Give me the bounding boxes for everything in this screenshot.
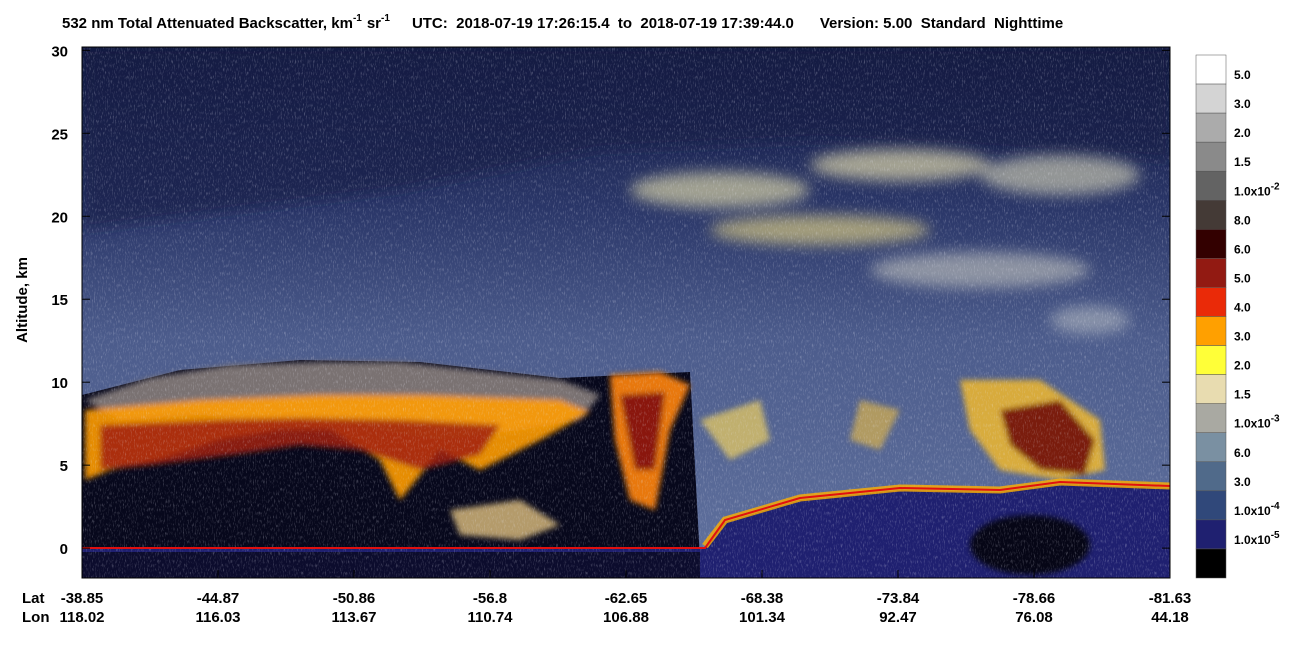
colorbar-label: 5.0	[1234, 68, 1251, 82]
colorbar-label: 4.0	[1234, 301, 1251, 315]
curtain	[82, 47, 1170, 578]
lat-tick-label: -68.38	[741, 590, 784, 607]
colorbar-mantissa: 2.0	[1234, 126, 1251, 140]
lon-tick-label: 44.18	[1151, 609, 1189, 626]
colorbar-label: 2.0	[1234, 359, 1251, 373]
lon-tick-label: 92.47	[879, 609, 917, 626]
y-tick-label: 20	[51, 209, 68, 226]
colorbar-swatch	[1195, 141, 1227, 172]
colorbar-label: 1.0x10-4	[1234, 501, 1280, 518]
colorbar-label: 1.5	[1234, 155, 1251, 169]
colorbar-label: 3.0	[1234, 97, 1251, 111]
title-utc: UTC: 2018-07-19 17:26:15.4 to 2018-07-19…	[412, 15, 794, 32]
colorbar-exponent: -2	[1271, 181, 1280, 192]
colorbar-mantissa: 3.0	[1234, 475, 1251, 489]
lat-tick-label: -38.85	[61, 590, 104, 607]
colorbar-mantissa: 1.0x10	[1234, 184, 1271, 198]
colorbar-label: 6.0	[1234, 242, 1251, 256]
colorbar-label: 2.0	[1234, 126, 1251, 140]
lon-tick-label: 116.03	[195, 609, 240, 626]
colorbar-swatch	[1195, 461, 1227, 492]
colorbar-label: 1.0x10-3	[1234, 414, 1280, 431]
colorbar-label: 3.0	[1234, 475, 1251, 489]
colorbar-mantissa: 5.0	[1234, 271, 1251, 285]
lon-tick-label: 118.02	[59, 609, 104, 626]
colorbar-mantissa: 3.0	[1234, 97, 1251, 111]
colorbar-swatch	[1195, 316, 1227, 346]
colorbar-swatch	[1195, 490, 1227, 521]
title-exp: -1	[353, 13, 362, 24]
colorbar-mantissa: 2.0	[1234, 359, 1251, 373]
colorbar-mantissa: 8.0	[1234, 213, 1251, 227]
colorbar-mantissa: 6.0	[1234, 242, 1251, 256]
surface-line	[82, 480, 1170, 549]
colorbar-swatch	[1195, 54, 1227, 85]
lon-tick-label: 106.88	[603, 609, 649, 626]
colorbar-mantissa: 1.5	[1234, 388, 1251, 402]
y-tick-label: 30	[51, 43, 68, 60]
lon-tick-label: 76.08	[1015, 609, 1053, 626]
colorbar-swatch	[1195, 229, 1227, 259]
colorbar-label: 1.5	[1234, 388, 1251, 402]
colorbar-mantissa: 1.5	[1234, 155, 1251, 169]
colorbar-swatch	[1195, 519, 1227, 550]
lat-tick-label: -73.84	[877, 590, 920, 607]
y-tick-label: 0	[60, 541, 68, 558]
lat-label: Lat	[22, 590, 45, 607]
colorbar-swatch	[1195, 345, 1227, 375]
lat-tick-label: -78.66	[1013, 590, 1056, 607]
colorbar-label: 3.0	[1234, 330, 1251, 344]
colorbar-swatch	[1195, 170, 1227, 201]
colorbar-label: 1.0x10-2	[1234, 181, 1280, 198]
colorbar-swatch	[1195, 83, 1227, 114]
lat-tick-label: -50.86	[333, 590, 376, 607]
colorbar-mantissa: 3.0	[1234, 330, 1251, 344]
colorbar-exponent: -5	[1271, 530, 1280, 541]
y-tick-label: 10	[51, 375, 68, 392]
colorbar-swatch	[1195, 403, 1227, 433]
colorbar-label: 8.0	[1234, 213, 1251, 227]
colorbar-swatch	[1195, 200, 1227, 230]
colorbar-mantissa: 5.0	[1234, 68, 1251, 82]
lat-tick-label: -44.87	[197, 590, 240, 607]
lat-tick-label: -56.8	[473, 590, 507, 607]
colorbar-swatch	[1195, 548, 1227, 579]
colorbar-swatch	[1195, 112, 1227, 143]
colorbar-swatch	[1195, 287, 1227, 317]
colorbar-exponent: -3	[1271, 414, 1280, 425]
y-axis-label: Altitude, km	[14, 257, 31, 343]
colorbar-mantissa: 6.0	[1234, 446, 1251, 460]
title-exp: -1	[381, 13, 390, 24]
colorbar-mantissa: 1.0x10	[1234, 417, 1271, 431]
colorbar-swatch	[1195, 374, 1227, 404]
colorbar-mantissa: 1.0x10	[1234, 533, 1271, 547]
lon-tick-label: 101.34	[739, 609, 786, 626]
y-tick-label: 25	[51, 126, 68, 143]
noise-texture	[82, 47, 1170, 578]
title-main: 532 nm Total Attenuated Backscatter, km	[62, 15, 353, 32]
lat-tick-label: -62.65	[605, 590, 648, 607]
lat-tick-label: -81.63	[1149, 590, 1192, 607]
colorbar-swatch	[1195, 258, 1227, 288]
y-tick-label: 15	[51, 292, 68, 309]
colorbar-exponent: -4	[1271, 501, 1280, 512]
colorbar-label: 1.0x10-5	[1234, 530, 1280, 547]
y-tick-label: 5	[60, 458, 68, 475]
colorbar-mantissa: 1.0x10	[1234, 504, 1271, 518]
lon-label: Lon	[22, 609, 50, 626]
colorbar-mantissa: 4.0	[1234, 301, 1251, 315]
lon-tick-label: 113.67	[331, 609, 376, 626]
lon-tick-label: 110.74	[467, 609, 513, 626]
colorbar-label: 6.0	[1234, 446, 1251, 460]
title: 532 nm Total Attenuated Backscatter, km-…	[62, 13, 1063, 32]
title-unit: sr	[367, 15, 381, 32]
colorbar-swatch	[1195, 432, 1227, 463]
title-version: Version: 5.00 Standard Nighttime	[820, 15, 1063, 32]
colorbar-label: 5.0	[1234, 271, 1251, 285]
